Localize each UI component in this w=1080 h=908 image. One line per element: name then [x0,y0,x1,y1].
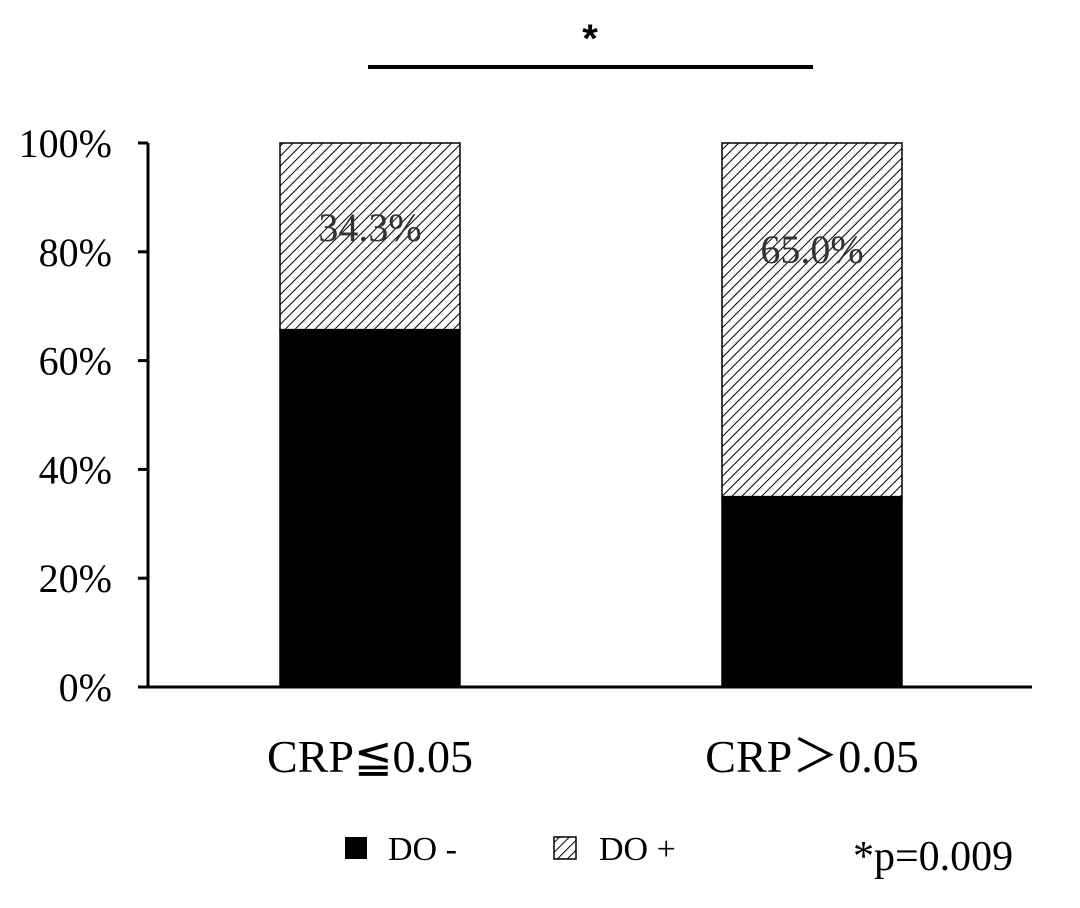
legend-label-do-minus: DO - [388,831,457,868]
p-value-note: *p=0.009 [853,834,1013,880]
bars-group: 34.3% 65.0% [279,142,903,688]
bar-segment-do-minus [721,495,903,688]
y-axis: 0% 20% 40% 60% 80% 100% [19,121,150,710]
x-category-label: CRP≦0.05 [267,731,473,782]
data-label: 65.0% [760,227,863,272]
significance-marker: * [582,17,598,61]
y-tick-label: 80% [39,230,112,275]
legend-label-do-plus: DO + [599,831,676,868]
x-axis-labels: CRP≦0.05 CRP＞0.05 [267,731,919,782]
legend-swatch-do-plus [553,836,577,860]
x-category-label: CRP＞0.05 [705,731,918,782]
y-tick-label: 60% [39,339,112,384]
bar-segment-do-minus [279,328,461,688]
legend-swatch-do-minus [345,837,367,859]
bar-segment-do-plus [721,142,903,498]
y-tick-label: 20% [39,556,112,601]
y-tick-label: 40% [39,447,112,492]
y-tick-label: 100% [19,121,112,166]
data-label: 34.3% [318,205,421,250]
legend: DO - DO + [345,831,676,868]
y-tick-label: 0% [59,665,112,710]
bar-segment-do-plus [279,142,461,331]
